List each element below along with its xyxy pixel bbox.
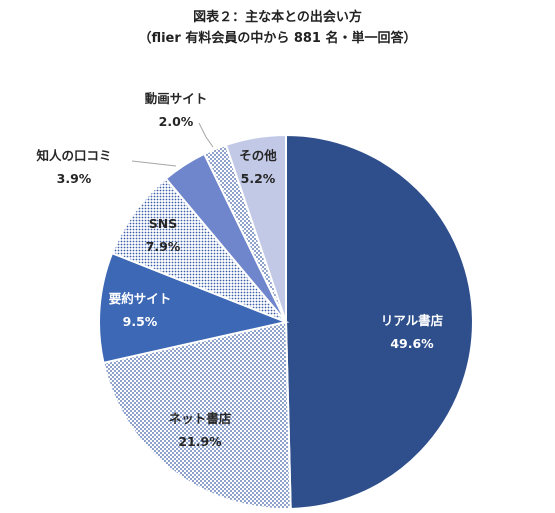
leader-line-5 — [131, 160, 177, 167]
pie-slice-7 — [224, 133, 287, 323]
slice-value-label-4: 7.9% — [146, 239, 181, 254]
slice-label-6: 動画サイト — [145, 91, 208, 106]
chart-title: 図表２：主な本との出会い方 — [193, 10, 362, 25]
slice-value-label-1: 49.6% — [390, 336, 434, 351]
slice-label-4: SNS — [149, 216, 177, 231]
pie-slice-1 — [285, 133, 474, 510]
pie-slice-3 — [98, 251, 290, 364]
slice-label-5: 知人の口コミ — [35, 148, 111, 163]
pie-slice-4 — [110, 177, 287, 323]
slice-label-7: その他 — [239, 148, 277, 163]
slice-value-label-7: 5.2% — [241, 171, 276, 186]
leader-line-6 — [198, 122, 214, 148]
slice-value-label-2: 21.9% — [178, 434, 222, 449]
slice-value-label-6: 2.0% — [159, 114, 194, 129]
slice-value-label-5: 3.9% — [57, 171, 92, 186]
slice-value-label-3: 9.5% — [123, 314, 158, 329]
pie-slice-2 — [102, 320, 292, 510]
slice-label-2: ネット書店 — [169, 411, 232, 426]
slice-label-1: リアル書店 — [381, 313, 444, 328]
slice-label-3: 要約サイト — [109, 291, 172, 306]
chart-subtitle: （flier 有料会員の中から 881 名・単一回答） — [138, 31, 417, 46]
